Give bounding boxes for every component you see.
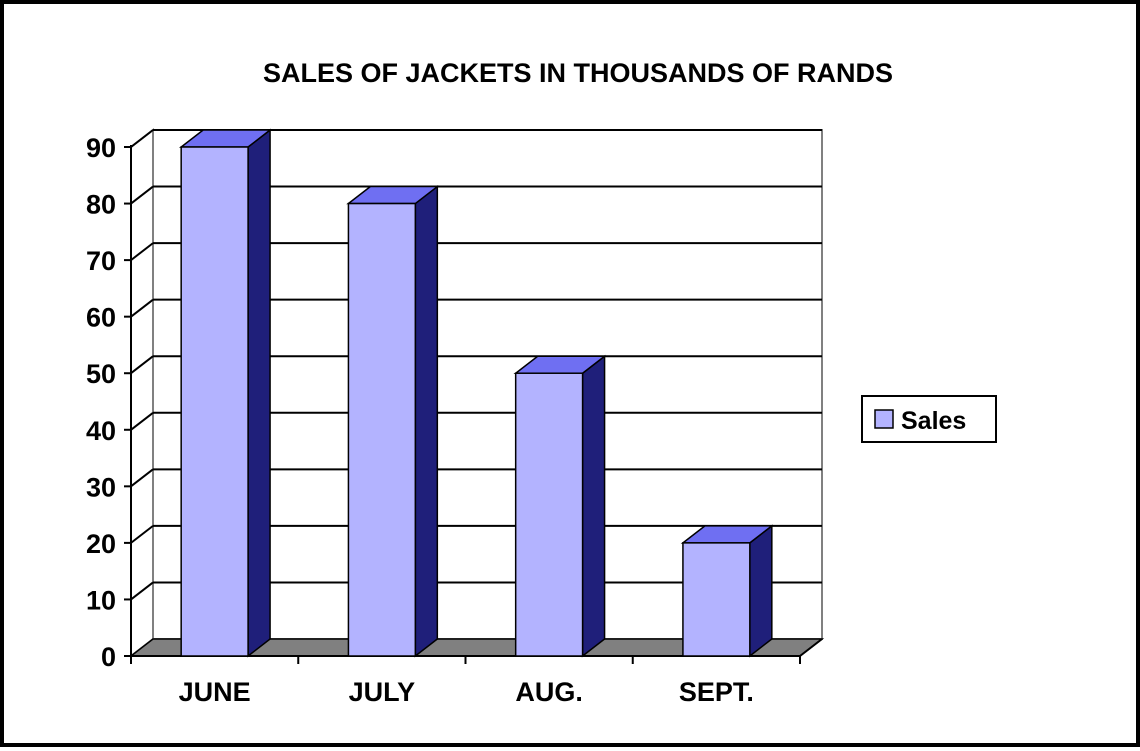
x-tick-label: JUNE <box>179 677 251 707</box>
y-tick-label: 0 <box>101 642 116 672</box>
x-tick-label: JULY <box>349 677 416 707</box>
y-tick-labels: 0 10 20 30 40 50 60 70 80 90 <box>86 133 116 672</box>
y-tick-label: 90 <box>86 133 116 163</box>
bar-side <box>247 128 271 658</box>
bar-front <box>682 542 751 657</box>
bars <box>178 128 775 658</box>
floor-edge <box>799 638 823 657</box>
gridline-side <box>130 129 154 148</box>
bar-side <box>581 354 606 658</box>
bar-june <box>178 128 273 658</box>
bar-front <box>180 146 249 657</box>
y-tick-label: 20 <box>86 529 116 559</box>
gridline-side <box>130 242 154 261</box>
bar-aug <box>513 354 607 658</box>
gridline-side <box>130 298 154 318</box>
gridline-side <box>130 185 154 205</box>
y-tick-label: 60 <box>86 303 116 333</box>
x-tick-labels: JUNE JULY AUG. SEPT. <box>179 677 754 707</box>
gridline-side <box>130 581 154 601</box>
x-tick-label: SEPT. <box>679 677 754 707</box>
bar-july <box>346 185 440 658</box>
gridline-side <box>130 468 154 488</box>
bar-side <box>749 524 773 658</box>
y-tick-label: 40 <box>86 416 116 446</box>
bar-front <box>347 202 417 657</box>
y-tick-label: 50 <box>86 359 116 389</box>
y-tick-label: 30 <box>86 472 116 502</box>
y-tick-label: 70 <box>86 246 116 276</box>
legend-swatch <box>874 409 894 429</box>
gridline-side <box>130 411 154 431</box>
gridline-side <box>130 355 154 375</box>
bar-front <box>514 372 584 657</box>
bar-sept <box>680 524 775 658</box>
bar-side <box>414 185 439 658</box>
x-tick-label: AUG. <box>515 677 583 707</box>
y-tick-label: 10 <box>86 585 116 615</box>
chart-title: SALES OF JACKETS IN THOUSANDS OF RANDS <box>263 58 893 88</box>
gridline-side <box>130 525 154 544</box>
legend-label-sales: Sales <box>901 407 966 435</box>
bar-chart: SALES OF JACKETS IN THOUSANDS OF RANDS 0… <box>86 58 997 707</box>
side-wall <box>130 127 154 659</box>
legend: Sales <box>861 395 997 443</box>
y-tick-label: 80 <box>86 190 116 220</box>
